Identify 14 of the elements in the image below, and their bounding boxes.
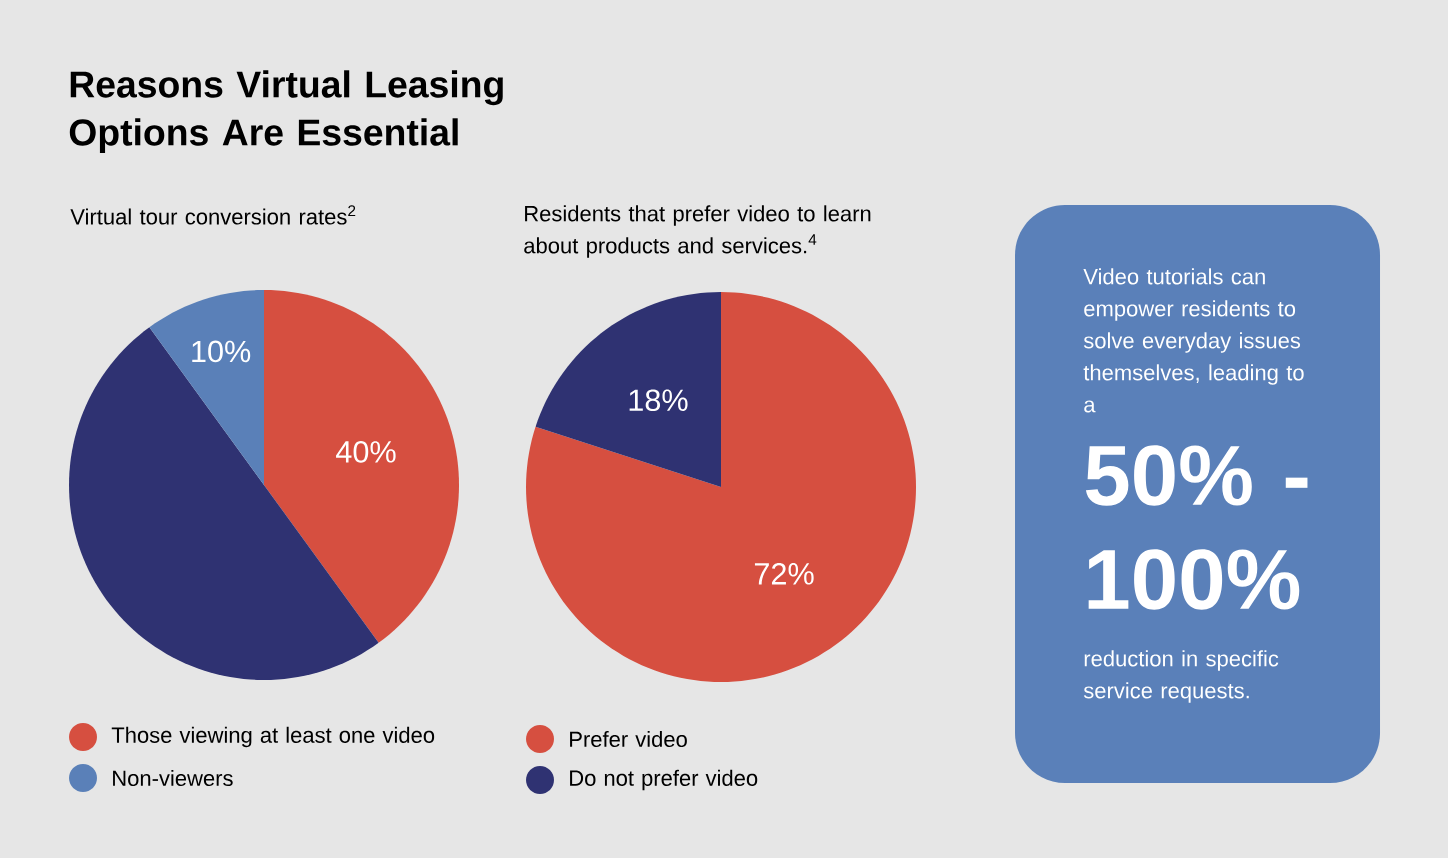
data-label: 72% bbox=[754, 562, 814, 585]
text: 50% - 100% bbox=[1085, 445, 1308, 610]
legend-label: Those viewing at least one video bbox=[111, 726, 435, 748]
legend-label: Non-viewers bbox=[113, 769, 233, 787]
data-label: 10% bbox=[192, 340, 251, 363]
legend-label: Prefer video bbox=[570, 730, 687, 748]
chart-title: Residents that prefer video to learn about products and services.$^{4}$ bbox=[524, 205, 871, 258]
text: Video tutorials can empower residents to solve everyday issues themselves, leading to a bbox=[1083, 268, 1304, 413]
chart-subtitle: Virtual tour conversion rates$^{2}$ bbox=[70, 205, 356, 225]
data-label: 18% bbox=[629, 389, 688, 412]
data-label: 40% bbox=[336, 441, 396, 463]
legend-label: Do not prefer video bbox=[570, 769, 758, 791]
chart-title: Reasons Virtual Leasing Options Are Essential bbox=[69, 70, 503, 154]
text: reduction in specific service requests. bbox=[1083, 650, 1279, 703]
